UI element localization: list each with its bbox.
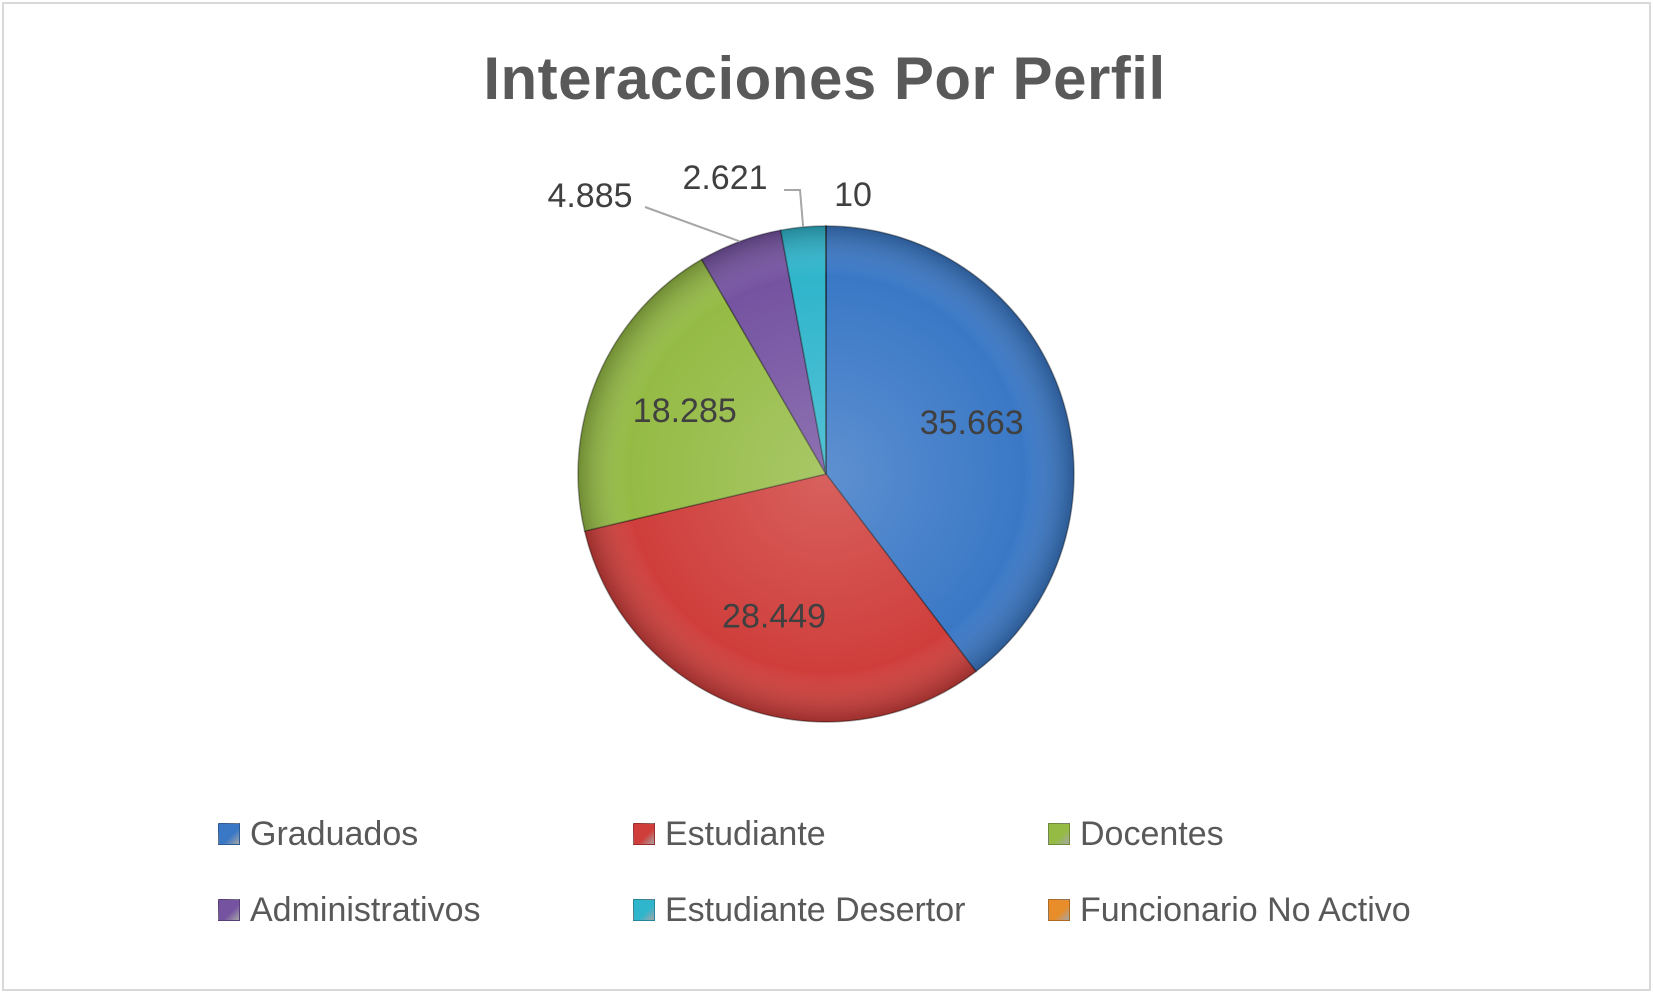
- leader-line-administrativos: [644, 206, 741, 243]
- leader-line-estudiante-desertor: [784, 189, 805, 228]
- data-label-estudiante: 28.449: [722, 598, 826, 636]
- data-label-funcionario-no-activo: 10: [834, 176, 872, 214]
- data-label-administrativos: 4.885: [547, 177, 632, 215]
- data-label-graduados: 35.663: [920, 404, 1024, 442]
- chart-title: Interacciones Por Perfil: [483, 45, 1166, 112]
- data-label-estudiante-desertor: 2.621: [682, 159, 767, 197]
- data-label-docentes: 18.285: [633, 392, 737, 430]
- pie-shading: [578, 226, 1074, 722]
